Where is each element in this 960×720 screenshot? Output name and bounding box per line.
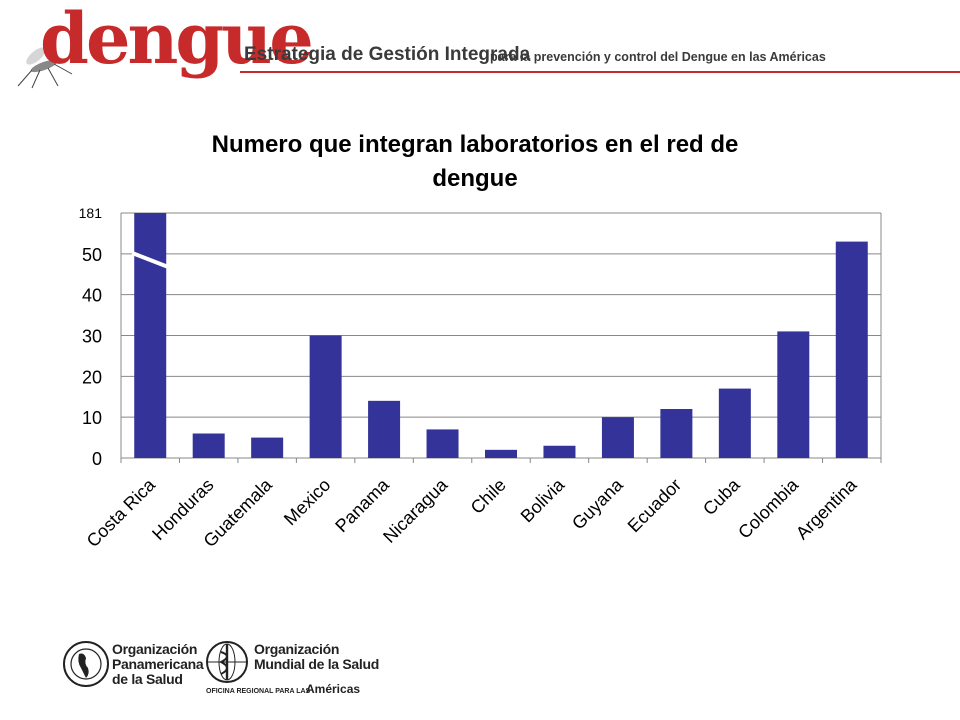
ops-globe-icon xyxy=(63,641,109,687)
x-tick-label: Guyana xyxy=(568,474,627,533)
bar xyxy=(835,241,868,458)
bar xyxy=(368,400,401,458)
y-tick-label: 40 xyxy=(82,286,102,306)
x-tick-label: Argentina xyxy=(792,474,861,543)
bar xyxy=(601,417,634,458)
chart-title-line1: Numero que integran laboratorios en el r… xyxy=(211,131,739,158)
who-emblem-icon xyxy=(206,641,248,683)
x-tick-label: Costa Rica xyxy=(83,474,160,551)
x-tick-label: Bolivia xyxy=(517,474,569,526)
header-rule xyxy=(240,71,960,73)
y-tick-label: 10 xyxy=(82,408,102,428)
bar xyxy=(543,445,576,458)
x-tick-label: Cuba xyxy=(699,474,744,519)
bar xyxy=(251,437,284,458)
bar xyxy=(309,335,342,458)
x-tick-label: Mexico xyxy=(280,475,334,529)
x-tick-label: Ecuador xyxy=(624,475,686,537)
slide-footer: Organización Panamericana de la Salud Or… xyxy=(0,630,960,700)
y-tick-label: 0 xyxy=(92,449,102,469)
dengue-logo-text: dengue xyxy=(40,0,314,80)
oms-name: Organización Mundial de la Salud xyxy=(254,641,379,672)
oms-region-label: Américas xyxy=(306,682,361,696)
y-tick-label: 181 xyxy=(79,205,103,221)
strategy-title: Estrategia de Gestión Integrada xyxy=(244,44,531,65)
bar xyxy=(718,388,751,458)
slide-header: dengue Estrategia de Gestión Integrada p… xyxy=(0,0,960,110)
oms-office-label: OFICINA REGIONAL PARA LAS xyxy=(206,688,311,695)
bar xyxy=(485,449,517,458)
ops-name: Organización Panamericana de la Salud xyxy=(112,641,204,687)
bar xyxy=(134,213,167,458)
x-tick-label: Colombia xyxy=(734,474,803,543)
bar xyxy=(426,429,459,458)
bar xyxy=(660,409,693,458)
chart-title: Numero que integran laboratorios en el r… xyxy=(130,128,820,196)
bar xyxy=(192,433,225,458)
x-tick-label: Chile xyxy=(467,475,510,518)
chart-title-line2: dengue xyxy=(432,165,518,192)
x-tick-label: Nicaragua xyxy=(379,474,452,547)
y-tick-label: 30 xyxy=(82,327,102,347)
strategy-subtitle: para la prevención y control del Dengue … xyxy=(490,50,826,64)
bar xyxy=(777,331,810,458)
axis-break-mark xyxy=(131,251,169,269)
mosquito-icon xyxy=(17,47,73,89)
y-tick-label: 20 xyxy=(82,367,102,387)
y-tick-label: 50 xyxy=(82,245,102,265)
